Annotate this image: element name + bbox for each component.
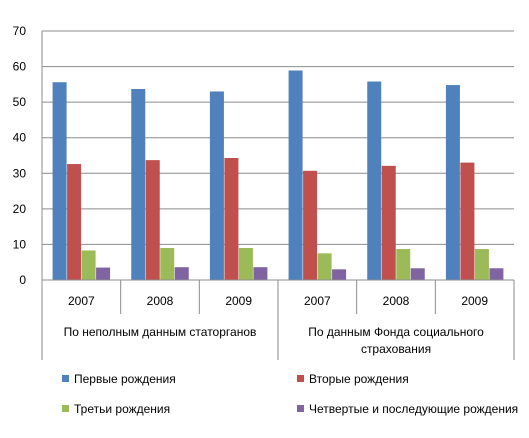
legend: Первые рождения Вторые рождения Третьи рож… — [62, 372, 518, 416]
bars — [52, 70, 504, 280]
bar — [174, 267, 189, 280]
y-tick-labels: 0 10 20 30 40 50 60 70 — [13, 24, 27, 287]
bar — [288, 70, 303, 280]
x-category-labels: 2007 2008 2009 2007 2008 2009 — [68, 294, 488, 308]
x-group-labels: По неполным данным статорганов По данным … — [64, 325, 485, 356]
axes — [41, 31, 515, 360]
bar — [52, 82, 67, 280]
bar — [253, 267, 268, 280]
x-category-label: 2009 — [461, 294, 488, 308]
y-tick-label: 20 — [13, 202, 27, 216]
y-tick-label: 50 — [13, 95, 27, 109]
bar — [160, 247, 175, 280]
legend-label: Третьи рождения — [74, 402, 170, 416]
legend-swatch — [62, 375, 69, 382]
y-tick-label: 30 — [13, 166, 27, 180]
bar — [367, 81, 382, 280]
y-tick-label: 70 — [13, 24, 27, 38]
x-group-label: По неполным данным статорганов — [64, 325, 257, 339]
x-category-label: 2007 — [304, 294, 331, 308]
bar — [396, 249, 411, 280]
bar — [474, 249, 489, 280]
y-tick-label: 40 — [13, 131, 27, 145]
bar — [445, 85, 460, 280]
x-category-label: 2007 — [68, 294, 95, 308]
bar — [238, 247, 253, 280]
bar — [67, 164, 82, 280]
bar — [209, 91, 224, 280]
bar — [303, 170, 318, 280]
x-group-label-line: страхования — [361, 342, 431, 356]
legend-swatch — [62, 405, 69, 412]
x-category-label: 2009 — [225, 294, 252, 308]
y-tick-label: 0 — [19, 273, 26, 287]
x-category-label: 2008 — [147, 294, 174, 308]
x-group-label-line: По данным Фонда социального — [308, 325, 484, 339]
legend-label: Вторые рождения — [309, 372, 409, 386]
bar — [489, 268, 504, 280]
legend-label: Четвертые и последующие рождения — [309, 402, 518, 416]
bar — [131, 88, 146, 280]
bar — [96, 267, 111, 280]
x-category-label: 2008 — [383, 294, 410, 308]
bar — [317, 253, 332, 280]
bar — [81, 250, 96, 280]
bar — [381, 165, 396, 280]
y-tick-label: 60 — [13, 60, 27, 74]
legend-swatch — [297, 375, 304, 382]
legend-swatch — [297, 405, 304, 412]
y-tick-label: 10 — [13, 237, 27, 251]
bar — [145, 160, 160, 280]
bar — [224, 157, 239, 280]
bar — [460, 162, 475, 280]
bar — [332, 269, 347, 280]
gridlines — [42, 30, 514, 245]
bar — [410, 268, 425, 280]
legend-label: Первые рождения — [74, 372, 176, 386]
